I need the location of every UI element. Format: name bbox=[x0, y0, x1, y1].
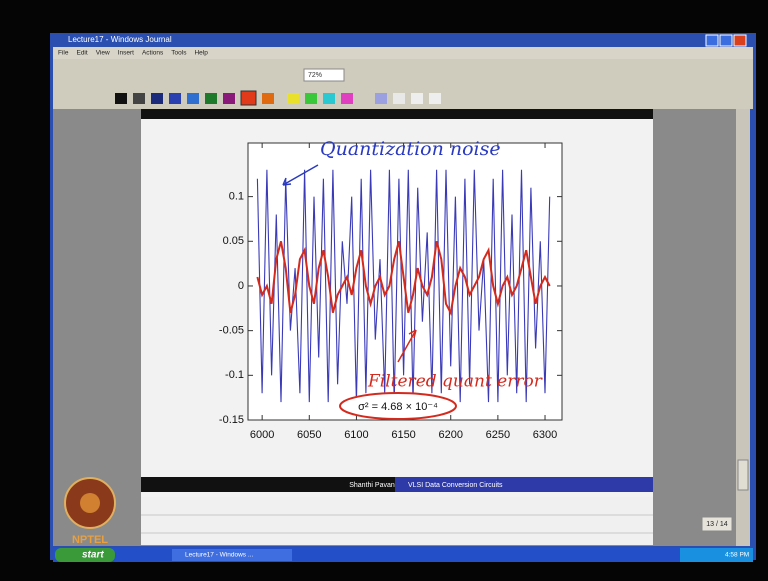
y-tick-label: -0.15 bbox=[219, 414, 244, 426]
swatch[interactable] bbox=[341, 93, 353, 104]
window-title: Lecture17 - Windows Journal bbox=[68, 35, 172, 44]
menu-item[interactable]: Actions bbox=[142, 50, 164, 57]
swatch[interactable] bbox=[287, 93, 299, 104]
swatch[interactable] bbox=[151, 93, 163, 104]
scroll-thumb[interactable] bbox=[738, 460, 748, 490]
task-label[interactable]: Lecture17 - Windows ... bbox=[185, 552, 253, 559]
swatch[interactable] bbox=[393, 93, 405, 104]
y-tick-label: 0.05 bbox=[223, 235, 244, 247]
x-tick-label: 6150 bbox=[391, 429, 415, 441]
menu-item[interactable]: Edit bbox=[76, 50, 87, 57]
x-tick-label: 6100 bbox=[344, 429, 368, 441]
screen: 72% Lecture17 - Windows Journal File Edit… bbox=[0, 0, 768, 581]
swatch[interactable] bbox=[169, 93, 181, 104]
next-page bbox=[141, 497, 653, 545]
swatch[interactable] bbox=[411, 93, 423, 104]
logo-text: NPTEL bbox=[72, 534, 108, 546]
start-label[interactable]: start bbox=[82, 550, 104, 561]
x-tick-label: 6200 bbox=[438, 429, 462, 441]
y-tick-label: 0.1 bbox=[229, 191, 244, 203]
menu: File Edit View Insert Actions Tools Help bbox=[58, 50, 208, 57]
footer-course: VLSI Data Conversion Circuits bbox=[408, 482, 503, 489]
taskbar bbox=[53, 548, 753, 562]
x-tick-label: 6000 bbox=[250, 429, 274, 441]
x-tick-label: 6300 bbox=[533, 429, 557, 441]
swatch[interactable] bbox=[205, 93, 217, 104]
logo-center bbox=[80, 493, 100, 513]
swatch[interactable] bbox=[223, 93, 235, 104]
menu-item[interactable]: Tools bbox=[171, 50, 187, 57]
minimize-button[interactable] bbox=[706, 35, 718, 46]
y-tick-label: -0.05 bbox=[219, 325, 244, 337]
swatch[interactable] bbox=[323, 93, 335, 104]
swatch[interactable] bbox=[305, 93, 317, 104]
menu-item[interactable]: View bbox=[96, 50, 110, 57]
close-button[interactable] bbox=[734, 35, 746, 46]
swatch bbox=[133, 93, 145, 104]
swatch[interactable] bbox=[375, 93, 387, 104]
page: 72% Lecture17 - Windows Journal File Edit… bbox=[0, 0, 768, 581]
footer-author: Shanthi Pavan bbox=[349, 482, 395, 489]
y-tick-label: 0 bbox=[238, 280, 244, 292]
annotation: σ² = 4.68 × 10⁻⁴ bbox=[358, 401, 438, 413]
menu-item[interactable]: Insert bbox=[118, 50, 134, 57]
menu-item[interactable]: Help bbox=[194, 50, 208, 57]
swatch[interactable] bbox=[241, 91, 256, 105]
slide-header bbox=[141, 109, 653, 119]
swatch[interactable] bbox=[262, 93, 274, 104]
page-indicator: 13 / 14 bbox=[706, 521, 728, 528]
swatch[interactable] bbox=[429, 93, 441, 104]
y-tick-label: -0.1 bbox=[225, 369, 244, 381]
zoom-value[interactable]: 72% bbox=[308, 72, 322, 79]
annotation: Filtered quant error bbox=[367, 372, 543, 392]
menu-item[interactable]: File bbox=[58, 50, 69, 57]
maximize-button[interactable] bbox=[720, 35, 732, 46]
swatch bbox=[115, 93, 127, 104]
x-tick-label: 6050 bbox=[297, 429, 321, 441]
annotation: Quantization noise bbox=[320, 138, 501, 160]
x-tick-label: 6250 bbox=[486, 429, 510, 441]
swatch[interactable] bbox=[187, 93, 199, 104]
clock: 4:58 PM bbox=[725, 552, 749, 559]
